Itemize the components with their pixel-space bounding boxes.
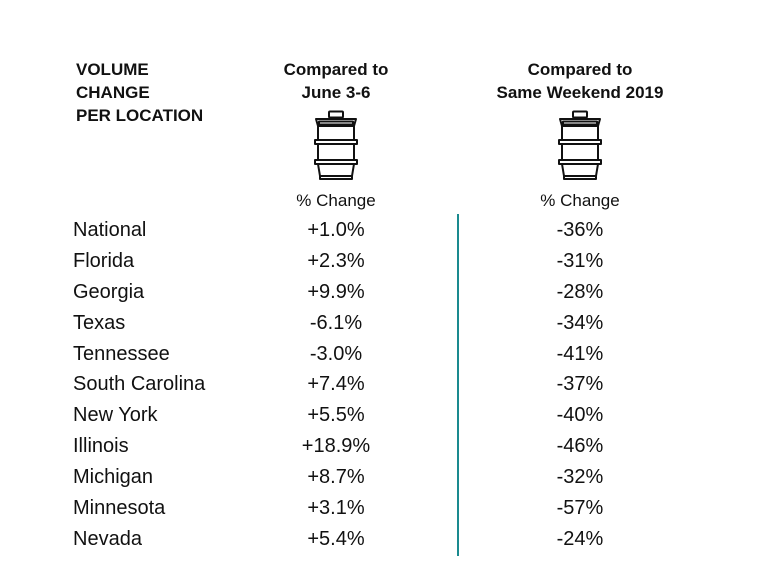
table-row: National +1.0% -36% (0, 215, 760, 246)
vs-2019-cell: -32% (556, 466, 604, 489)
vs-2019-cell: -34% (556, 311, 604, 334)
table-row: Nevada +5.4% -24% (0, 524, 760, 555)
table-row: Minnesota +3.1% -57% (0, 493, 760, 524)
location-cell: Illinois (73, 435, 129, 458)
vs-2019-cell: -46% (556, 435, 604, 458)
location-cell: New York (73, 404, 158, 427)
data-table: National +1.0% -36% Florida +2.3% -31% G… (0, 215, 760, 555)
location-cell: Michigan (73, 466, 154, 489)
location-cell: Georgia (73, 280, 145, 303)
location-cell: Texas (73, 311, 126, 334)
vs-june-cell: +1.0% (307, 219, 365, 241)
location-cell: Florida (73, 249, 135, 272)
table-row: Florida +2.3% -31% (0, 246, 760, 277)
table-row: New York +5.5% -40% (0, 400, 760, 431)
vs-2019-cell: -37% (556, 373, 604, 396)
location-cell: National (73, 219, 147, 241)
vs-2019-cell: -57% (556, 497, 604, 520)
vs-2019-cell: -24% (556, 527, 604, 550)
table-row: Illinois +18.9% -46% (0, 431, 760, 462)
table-row: Texas -6.1% -34% (0, 308, 760, 339)
vs-june-cell: +3.1% (307, 497, 365, 520)
location-cell: Tennessee (73, 342, 170, 365)
table-row: Georgia +9.9% -28% (0, 277, 760, 308)
column-title-2019: Compared to Same Weekend 2019 (496, 60, 664, 102)
vs-june-cell: +5.4% (307, 527, 365, 550)
location-cell: Nevada (73, 527, 142, 550)
vs-june-cell: +5.5% (307, 404, 365, 427)
location-cell: South Carolina (73, 373, 206, 396)
vs-2019-cell: -36% (556, 219, 604, 241)
vs-2019-cell: -28% (556, 280, 604, 303)
vs-june-cell: +2.3% (307, 249, 365, 272)
vs-2019-cell: -41% (556, 342, 604, 365)
vs-june-cell: -3.0% (309, 342, 363, 365)
vs-2019-cell: -40% (556, 404, 604, 427)
vs-june-cell: +7.4% (307, 373, 365, 396)
vs-june-cell: +9.9% (307, 280, 365, 303)
table-row: Michigan +8.7% -32% (0, 462, 760, 493)
column-subtitle-2019: % Change (540, 191, 620, 210)
table-title: VOLUME CHANGE PER LOCATION (76, 60, 204, 125)
column-subtitle-june: % Change (296, 191, 376, 210)
column-divider (457, 214, 459, 556)
vs-2019-cell: -31% (556, 249, 604, 272)
table-row: South Carolina +7.4% -37% (0, 369, 760, 400)
vs-june-cell: -6.1% (309, 311, 363, 334)
table-row: Tennessee -3.0% -41% (0, 339, 760, 370)
column-title-june: Compared to June 3-6 (283, 60, 389, 102)
vs-june-cell: +8.7% (307, 466, 365, 489)
location-cell: Minnesota (73, 497, 166, 520)
keg-icon (312, 110, 360, 180)
vs-june-cell: +18.9% (301, 435, 371, 458)
keg-icon (556, 110, 604, 180)
